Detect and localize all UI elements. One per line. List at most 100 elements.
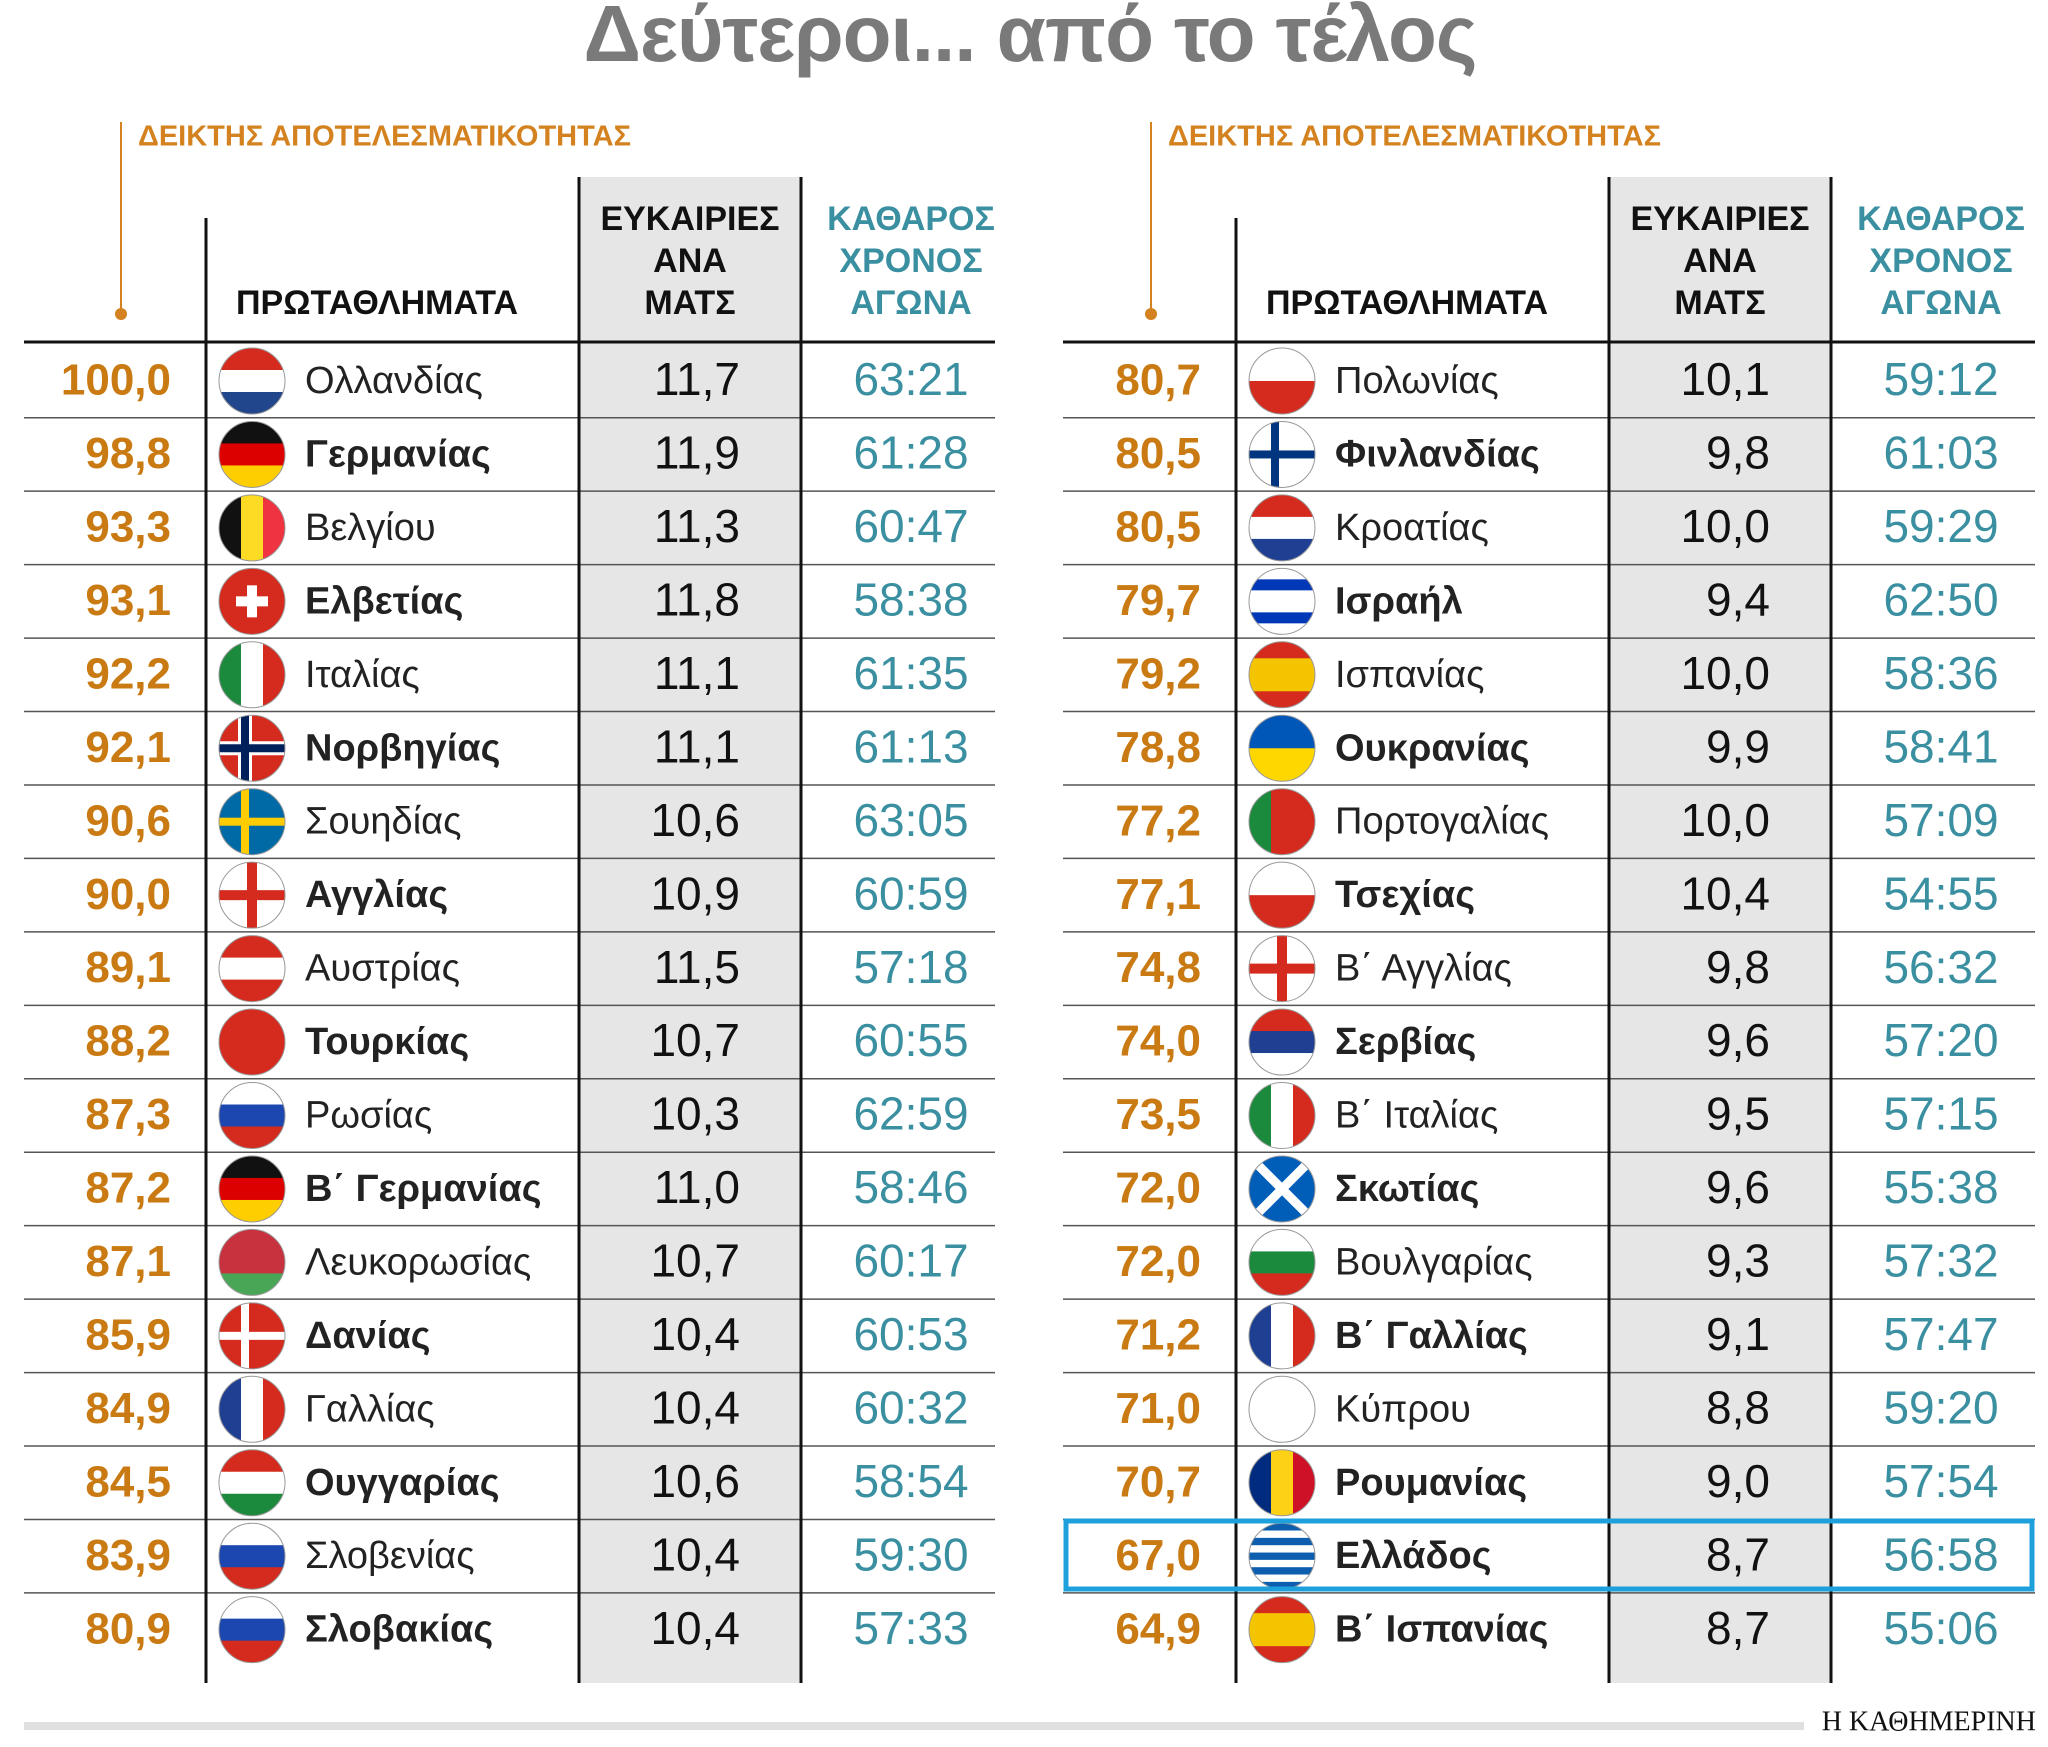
flag-stripe bbox=[1293, 1449, 1315, 1516]
column-header: ΜΑΤΣ bbox=[1674, 284, 1765, 322]
flag-stripe bbox=[219, 465, 285, 488]
league-name: Πορτογαλίας bbox=[1335, 801, 1549, 843]
league-name: Β΄ Αγγλίας bbox=[1335, 948, 1512, 990]
flag-stripe bbox=[1249, 579, 1315, 591]
flag-stripe bbox=[219, 392, 285, 414]
flag-cross bbox=[1249, 1155, 1315, 1222]
chances-per-match: 10,0 bbox=[1680, 794, 1770, 846]
flag-rim bbox=[218, 1522, 286, 1590]
flag-stripe bbox=[219, 1126, 285, 1149]
flag bbox=[219, 1229, 285, 1296]
chances-per-match: 11,1 bbox=[654, 647, 740, 699]
index-value: 92,2 bbox=[85, 649, 171, 698]
index-value: 87,2 bbox=[85, 1164, 171, 1213]
index-marker-dot bbox=[115, 308, 127, 320]
flag-stripe bbox=[1293, 1082, 1315, 1149]
flag-stripe bbox=[219, 957, 285, 981]
chances-per-match: 10,6 bbox=[650, 1455, 740, 1507]
league-name: Αγγλίας bbox=[305, 874, 448, 916]
flag-rim bbox=[218, 1008, 286, 1076]
flag-stripe bbox=[219, 1640, 285, 1663]
chances-per-match: 10,4 bbox=[650, 1602, 740, 1654]
flag bbox=[1249, 1449, 1315, 1516]
league-name: Βουλγαρίας bbox=[1335, 1241, 1533, 1283]
chances-per-match: 9,8 bbox=[1706, 941, 1770, 993]
flag-stripe bbox=[219, 1199, 285, 1222]
league-name: Ελλάδος bbox=[1335, 1535, 1492, 1577]
index-value: 85,9 bbox=[85, 1310, 171, 1359]
flag-stripe bbox=[219, 1251, 285, 1274]
chances-per-match: 10,4 bbox=[650, 1528, 740, 1580]
flag-rim bbox=[1248, 714, 1316, 782]
footer-bar bbox=[24, 1722, 1804, 1730]
flag bbox=[219, 421, 285, 488]
flag-stripe bbox=[219, 443, 285, 466]
flag-rim bbox=[1248, 788, 1316, 856]
column-header: ΑΝΑ bbox=[653, 242, 727, 280]
flag-rim bbox=[218, 788, 286, 856]
index-value: 80,9 bbox=[85, 1604, 171, 1653]
column-header: ΑΝΑ bbox=[1683, 242, 1757, 280]
flag-stripe bbox=[263, 641, 285, 708]
flag-stripe bbox=[1249, 494, 1315, 518]
league-name: Β΄ Ιταλίας bbox=[1335, 1095, 1498, 1137]
flag-rim bbox=[1248, 1302, 1316, 1370]
chances-per-match: 11,7 bbox=[654, 353, 740, 405]
index-label: ΔΕΙΚΤΗΣ ΑΠΟΤΕΛΕΣΜΑΤΙΚΟΤΗΤΑΣ bbox=[1168, 121, 1661, 153]
flag-stripe bbox=[1249, 1523, 1315, 1532]
flag-stripe bbox=[1271, 1449, 1294, 1516]
net-playing-time: 61:13 bbox=[853, 720, 968, 772]
flag bbox=[1249, 494, 1315, 561]
flag-rim bbox=[1248, 1596, 1316, 1664]
flag-stripe bbox=[219, 1618, 285, 1642]
net-playing-time: 59:12 bbox=[1883, 353, 1998, 405]
flag-stripe bbox=[219, 641, 242, 708]
column-header: ΑΓΩΝΑ bbox=[850, 284, 971, 322]
column-header: ΕΥΚΑΙΡΙΕΣ bbox=[1630, 200, 1809, 238]
flag-stripe bbox=[1249, 1229, 1315, 1252]
flag-stripe bbox=[1249, 715, 1315, 749]
flag-stripe bbox=[1249, 538, 1315, 561]
index-value: 67,0 bbox=[1115, 1531, 1201, 1580]
flag bbox=[1249, 568, 1315, 635]
flag-stripe bbox=[219, 1596, 285, 1620]
league-name: Γαλλίας bbox=[305, 1388, 435, 1430]
net-playing-time: 60:47 bbox=[853, 500, 968, 552]
flag-stripe bbox=[219, 1229, 285, 1252]
index-value: 89,1 bbox=[85, 943, 171, 992]
flag-stripe bbox=[1271, 788, 1294, 855]
net-playing-time: 61:28 bbox=[853, 427, 968, 479]
net-playing-time: 58:54 bbox=[853, 1455, 968, 1507]
league-name: Ουγγαρίας bbox=[305, 1462, 500, 1504]
league-name: Ισπανίας bbox=[1335, 654, 1484, 696]
flag-rim bbox=[218, 567, 286, 635]
flag-stripe bbox=[1249, 691, 1315, 708]
net-playing-time: 55:06 bbox=[1883, 1602, 1998, 1654]
flag-stripe bbox=[1249, 1559, 1315, 1568]
league-name: Τουρκίας bbox=[305, 1021, 469, 1063]
flag-stripe bbox=[1249, 641, 1315, 659]
net-playing-time: 60:32 bbox=[853, 1381, 968, 1433]
chances-per-match: 9,1 bbox=[1706, 1308, 1770, 1360]
index-value: 72,0 bbox=[1115, 1237, 1201, 1286]
flag bbox=[1249, 1009, 1315, 1076]
chances-per-match: 10,4 bbox=[650, 1308, 740, 1360]
chances-per-match: 10,1 bbox=[1680, 353, 1770, 405]
index-value: 98,8 bbox=[85, 429, 171, 478]
chances-per-match: 10,7 bbox=[650, 1235, 740, 1287]
flag bbox=[1249, 1523, 1315, 1590]
flag-stripe bbox=[263, 494, 285, 561]
column-header: ΕΥΚΑΙΡΙΕΣ bbox=[600, 200, 779, 238]
flag-stripe bbox=[1249, 1302, 1272, 1369]
flag bbox=[219, 348, 285, 414]
flag-stripe bbox=[1249, 1581, 1315, 1590]
flag-rim bbox=[218, 1082, 286, 1149]
flag-stripe bbox=[219, 1545, 285, 1568]
flag-stripe bbox=[1249, 348, 1315, 382]
flag-cross bbox=[219, 890, 285, 901]
flag bbox=[1249, 788, 1315, 855]
net-playing-time: 57:33 bbox=[853, 1602, 968, 1654]
flag-stripe bbox=[1249, 862, 1315, 896]
flag-stripe bbox=[219, 494, 242, 561]
index-value: 74,8 bbox=[1115, 943, 1201, 992]
